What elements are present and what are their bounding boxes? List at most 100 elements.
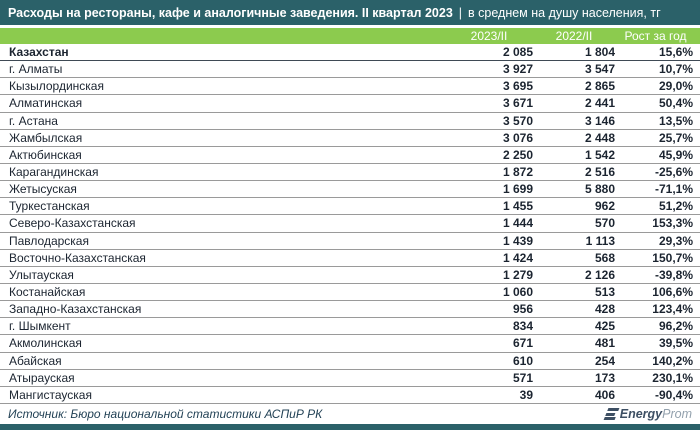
title-gap bbox=[0, 25, 700, 28]
value-2022: 254 bbox=[594, 353, 615, 368]
region-name: Карагандинская bbox=[9, 165, 99, 180]
region-name: Улытауская bbox=[9, 267, 74, 282]
title-bar: Расходы на рестораны, кафе и аналогичные… bbox=[0, 0, 700, 25]
region-name: Кызылординская bbox=[9, 79, 104, 94]
region-name: Костанайская bbox=[9, 285, 86, 300]
growth-value: 51,2% bbox=[658, 199, 693, 214]
bottom-accent-bar bbox=[0, 424, 700, 430]
table-row: Улытауская 1 279 2 126 -39,8% bbox=[0, 267, 700, 284]
region-name: Акмолинская bbox=[9, 336, 82, 351]
page-subtitle: в среднем на душу населения, тг bbox=[468, 5, 661, 20]
value-2022: 2 448 bbox=[584, 130, 615, 145]
title-separator: | bbox=[458, 5, 463, 20]
region-name: Восточно-Казахстанская bbox=[9, 250, 146, 265]
value-2023: 1 439 bbox=[502, 233, 533, 248]
region-name: Казахстан bbox=[9, 45, 69, 60]
value-2022: 481 bbox=[594, 336, 615, 351]
growth-value: 29,3% bbox=[658, 233, 693, 248]
growth-value: -71,1% bbox=[654, 182, 693, 197]
value-2023: 3 927 bbox=[502, 62, 533, 77]
growth-value: -39,8% bbox=[654, 267, 693, 282]
region-name: Жетысуская bbox=[9, 182, 77, 197]
table-row: Казахстан 2 085 1 804 15,6% bbox=[0, 44, 700, 62]
region-name: Павлодарская bbox=[9, 233, 89, 248]
table-row: Кызылординская 3 695 2 865 29,0% bbox=[0, 78, 700, 96]
growth-value: 25,7% bbox=[658, 130, 693, 145]
table-row: Павлодарская 1 439 1 113 29,3% bbox=[0, 233, 700, 250]
table-row: Алматинская 3 671 2 441 50,4% bbox=[0, 95, 700, 113]
value-2023: 1 060 bbox=[502, 285, 533, 300]
value-2022: 425 bbox=[594, 319, 615, 334]
table-row: г. Астана 3 570 3 146 13,5% bbox=[0, 113, 700, 130]
value-2022: 513 bbox=[594, 285, 615, 300]
value-2023: 3 076 bbox=[502, 130, 533, 145]
value-2023: 1 872 bbox=[502, 165, 533, 180]
value-2022: 2 441 bbox=[584, 96, 615, 111]
value-2022: 173 bbox=[594, 370, 615, 385]
source-note: Источник: Бюро национальной статистики А… bbox=[8, 407, 323, 421]
value-2023: 834 bbox=[512, 319, 533, 334]
value-2023: 1 424 bbox=[502, 250, 533, 265]
table-row: Восточно-Казахстанская 1 424 568 150,7% bbox=[0, 250, 700, 267]
region-name: Туркестанская bbox=[9, 199, 90, 214]
region-name: г. Шымкент bbox=[9, 319, 71, 334]
table-column-header: 2023/II 2022/II Рост за год bbox=[0, 28, 700, 44]
table-row: Абайская 610 254 140,2% bbox=[0, 353, 700, 370]
region-name: Северо-Казахстанская bbox=[9, 216, 136, 231]
value-2023: 3 570 bbox=[502, 113, 533, 128]
growth-value: 140,2% bbox=[652, 353, 693, 368]
table-row: Северо-Казахстанская 1 444 570 153,3% bbox=[0, 215, 700, 233]
region-name: Алматинская bbox=[9, 96, 83, 111]
table-row: Мангистауская 39 406 -90,4% bbox=[0, 387, 700, 404]
value-2022: 428 bbox=[594, 302, 615, 317]
energyprom-logo: EnergyProm bbox=[603, 407, 692, 421]
column-header-2023: 2023/II bbox=[470, 29, 508, 43]
table-row: Жамбылская 3 076 2 448 25,7% bbox=[0, 130, 700, 147]
value-2022: 3 547 bbox=[584, 62, 615, 77]
value-2023: 39 bbox=[519, 387, 533, 402]
value-2022: 2 126 bbox=[584, 267, 615, 282]
region-name: г. Алматы bbox=[9, 62, 63, 77]
growth-value: 15,6% bbox=[658, 45, 693, 60]
value-2023: 1 279 bbox=[502, 267, 533, 282]
region-name: Актюбинская bbox=[9, 147, 82, 162]
region-name: г. Астана bbox=[9, 113, 58, 128]
value-2023: 571 bbox=[512, 370, 533, 385]
value-2022: 570 bbox=[594, 216, 615, 231]
growth-value: 150,7% bbox=[652, 250, 693, 265]
column-header-2022: 2022/II bbox=[555, 29, 593, 43]
value-2022: 5 880 bbox=[584, 182, 615, 197]
table-body: Казахстан 2 085 1 804 15,6% г. Алматы 3 … bbox=[0, 44, 700, 404]
value-2022: 1 542 bbox=[584, 147, 615, 162]
table-row: Западно-Казахстанская 956 428 123,4% bbox=[0, 301, 700, 319]
table-row: Атырауская 571 173 230,1% bbox=[0, 370, 700, 387]
table-row: Жетысуская 1 699 5 880 -71,1% bbox=[0, 181, 700, 199]
value-2023: 610 bbox=[512, 353, 533, 368]
region-name: Мангистауская bbox=[9, 387, 92, 402]
growth-value: 39,5% bbox=[658, 336, 693, 351]
growth-value: -90,4% bbox=[654, 387, 693, 402]
energyprom-logo-text: EnergyProm bbox=[620, 407, 692, 421]
value-2023: 1 444 bbox=[502, 216, 533, 231]
growth-value: 45,9% bbox=[658, 147, 693, 162]
region-name: Абайская bbox=[9, 353, 62, 368]
value-2023: 2 250 bbox=[502, 147, 533, 162]
table-row: Туркестанская 1 455 962 51,2% bbox=[0, 198, 700, 216]
table-row: г. Алматы 3 927 3 547 10,7% bbox=[0, 61, 700, 79]
region-name: Западно-Казахстанская bbox=[9, 302, 142, 317]
growth-value: 153,3% bbox=[652, 216, 693, 231]
value-2022: 1 804 bbox=[584, 45, 615, 60]
value-2023: 1 455 bbox=[502, 199, 533, 214]
region-name: Атырауская bbox=[9, 370, 75, 385]
growth-value: 106,6% bbox=[652, 285, 693, 300]
value-2023: 2 085 bbox=[502, 45, 533, 60]
value-2022: 3 146 bbox=[584, 113, 615, 128]
growth-value: 50,4% bbox=[658, 96, 693, 111]
table-row: Карагандинская 1 872 2 516 -25,6% bbox=[0, 164, 700, 182]
table-row: г. Шымкент 834 425 96,2% bbox=[0, 318, 700, 336]
logo-prom-text: Prom bbox=[662, 407, 692, 421]
value-2023: 671 bbox=[512, 336, 533, 351]
table-row: Актюбинская 2 250 1 542 45,9% bbox=[0, 147, 700, 164]
table-row: Костанайская 1 060 513 106,6% bbox=[0, 284, 700, 302]
